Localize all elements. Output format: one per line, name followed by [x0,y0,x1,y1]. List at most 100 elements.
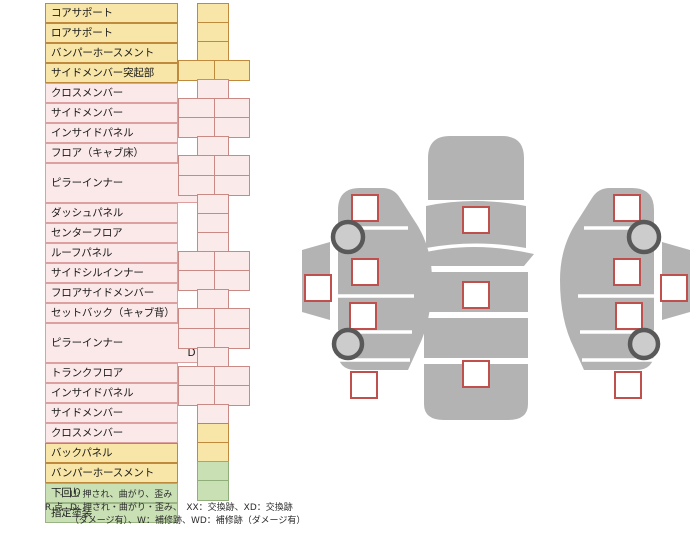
structure-row[interactable]: クロスメンバー [45,83,250,103]
structure-row[interactable]: ルーフパネル [45,243,250,263]
damage-grid-cell[interactable] [197,3,229,24]
damage-grid-cell[interactable] [213,270,250,291]
structure-row-label: フロア（キャブ床） [45,143,178,163]
structure-row[interactable]: フロアサイドメンバー [45,283,250,303]
damage-grid-cell[interactable] [213,366,250,387]
damage-marker[interactable] [613,258,641,286]
structure-row-label: トランクフロア [45,363,178,383]
structure-row[interactable]: 指定塗装 [45,503,250,523]
damage-marker[interactable] [613,194,641,222]
damage-grid-cell[interactable] [178,328,215,349]
structure-row-label: 指定塗装 [45,503,178,523]
wheel-icon [331,327,365,361]
damage-grid-cell[interactable] [197,289,229,310]
damage-grid-cell[interactable] [178,366,215,387]
damage-grid-cell[interactable] [178,385,215,406]
damage-marker[interactable] [462,206,490,234]
structure-row-label: サイドシルインナー [45,263,178,283]
legend-line-2: R 点 D: 押され・曲がり・歪み、 XX：交換跡、XD：交換跡 [27,502,357,515]
structure-row-label: サイドメンバー [45,103,178,123]
structure-row[interactable]: ロアサポート [45,23,250,43]
damage-grid-cell[interactable] [197,232,229,253]
damage-grid-cell[interactable] [178,117,215,138]
damage-grid-cell[interactable] [178,155,215,176]
structure-row[interactable]: センターフロア [45,223,250,243]
structure-row-label: インサイドパネル [45,383,178,403]
damage-marker[interactable] [614,371,642,399]
damage-grid-cell[interactable] [178,270,215,291]
damage-grid-cell[interactable] [213,385,250,406]
damage-grid-cell[interactable] [213,117,250,138]
structure-row[interactable]: 下回り [45,483,250,503]
structure-row[interactable]: バックパネル [45,443,250,463]
damage-grid-cell[interactable] [197,404,229,425]
structure-row[interactable]: バンパーホースメント [45,43,250,63]
structure-row[interactable]: バンパーホースメント [45,463,250,483]
damage-grid-cell[interactable] [197,423,229,444]
damage-grid-cell[interactable] [197,480,229,501]
structure-row[interactable]: セットバック（キャブ背） [45,303,250,323]
structure-row-label: ロアサポート [45,23,178,43]
legend-text-2: D: 押され・曲がり・歪み、 XX：交換跡、XD：交換跡 [70,503,293,513]
damage-marker[interactable] [351,258,379,286]
damage-marker[interactable] [660,274,688,302]
left-side-view [302,188,432,399]
damage-grid-cell[interactable] [197,461,229,482]
damage-marker[interactable] [462,360,490,388]
damage-marker[interactable] [350,371,378,399]
damage-grid-cell[interactable] [213,308,250,329]
structure-row[interactable]: サイドメンバー [45,103,250,123]
top-hood-shape [428,136,524,200]
structure-row-label: ルーフパネル [45,243,178,263]
legend-line-1: - U: 押され、曲がり、歪み [27,489,357,502]
structure-row[interactable]: コアサポート [45,3,250,23]
structure-row[interactable]: サイドメンバー突起部 [45,63,250,83]
damage-grid-cell[interactable] [197,213,229,234]
legend-key-2: R 点 [44,503,63,513]
legend-text-1: U: 押され、曲がり、歪み [70,490,173,500]
structure-row-label: バンパーホースメント [45,43,178,63]
damage-marker[interactable] [349,302,377,330]
structure-row[interactable]: サイドメンバー [45,403,250,423]
damage-grid-cell[interactable] [197,442,229,463]
structure-row[interactable]: インサイドパネル [45,383,250,403]
damage-grid-cell[interactable] [178,60,215,81]
damage-grid-cell[interactable] [197,79,229,100]
damage-grid-cell[interactable] [213,328,250,349]
damage-grid-cell[interactable] [197,194,229,215]
damage-grid-cell[interactable] [197,22,229,43]
structure-row-label: コアサポート [45,3,178,23]
structure-row[interactable]: ピラーインナーAB [45,163,250,203]
structure-row[interactable]: ピラーインナーCD [45,323,250,363]
damage-marker[interactable] [304,274,332,302]
structure-row-label: バンパーホースメント [45,463,178,483]
top-roof-front-shape [418,247,534,266]
damage-grid-cell[interactable] [197,347,229,368]
damage-marker[interactable] [615,302,643,330]
damage-grid-cell[interactable] [213,175,250,196]
structure-row[interactable]: クロスメンバー [45,423,250,443]
damage-marker[interactable] [462,281,490,309]
structure-row[interactable]: インサイドパネル [45,123,250,143]
structure-row[interactable]: トランクフロア [45,363,250,383]
damage-grid-cell[interactable] [197,136,229,157]
structure-row[interactable]: サイドシルインナー [45,263,250,283]
damage-marker[interactable] [351,194,379,222]
damage-grid-cell[interactable] [213,155,250,176]
damage-grid-cell[interactable] [213,251,250,272]
damage-grid-cell[interactable] [213,98,250,119]
structure-row[interactable]: ダッシュパネル [45,203,250,223]
wheel-icon [626,219,662,255]
damage-grid-cell[interactable] [213,60,250,81]
structure-row-label: バックパネル [45,443,178,463]
wheel-icon [627,327,661,361]
damage-grid-cell[interactable] [197,41,229,62]
top-trunk-shape [424,382,528,420]
damage-grid-cell[interactable] [178,251,215,272]
structure-row[interactable]: フロア（キャブ床） [45,143,250,163]
damage-grid-cell[interactable] [178,308,215,329]
damage-grid-cell[interactable] [178,175,215,196]
legend: - U: 押され、曲がり、歪み R 点 D: 押され・曲がり・歪み、 XX：交換… [27,489,357,528]
structure-row-label: クロスメンバー [45,423,178,443]
damage-grid-cell[interactable] [178,98,215,119]
